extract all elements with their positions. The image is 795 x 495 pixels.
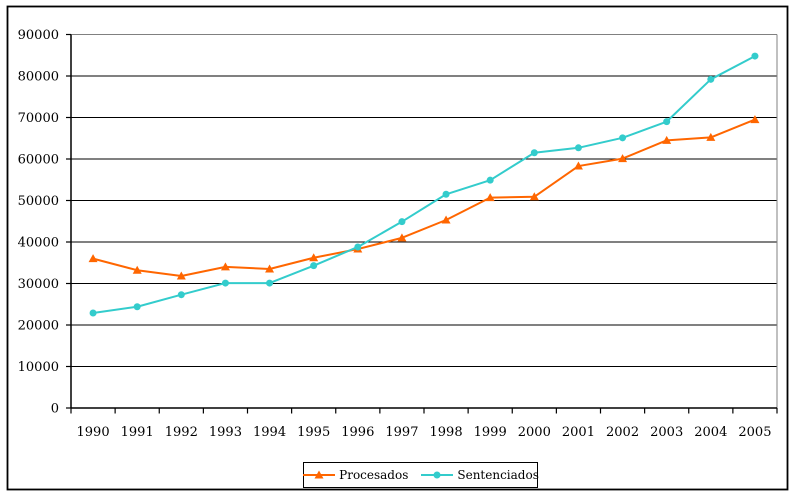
data-point-marker [177,291,185,299]
data-point-marker [220,262,230,271]
legend-item-sentenciados: Sentenciados [420,468,539,482]
sentenciados-line-marker-icon [421,471,454,479]
data-point-marker [485,193,495,202]
data-point-marker [529,192,539,201]
x-tick-label: 1995 [297,425,330,440]
x-tick-label: 2003 [650,425,683,440]
procesados-line-marker-icon [303,470,336,479]
data-point-marker [266,279,274,287]
x-tick-label: 1997 [385,425,418,440]
data-point-marker [221,279,229,287]
legend-label-procesados: Procesados [339,468,409,482]
x-tick-label: 1993 [209,425,242,440]
x-tick-label: 1992 [165,425,198,440]
x-tick-label: 1991 [121,425,154,440]
y-tick-label: 10000 [18,360,59,375]
x-tick-label: 2004 [694,425,727,440]
x-tick-label: 1990 [77,425,110,440]
data-point-marker [574,144,582,152]
legend: Procesados Sentenciados [302,462,539,488]
x-tick-label: 2000 [518,425,551,440]
x-tick-label: 2002 [606,425,639,440]
data-point-marker [397,233,407,242]
y-tick-label: 30000 [18,277,59,292]
data-point-marker [310,262,318,270]
figure-border [6,5,789,491]
data-point-marker [706,132,716,141]
data-point-marker [309,253,319,262]
data-point-marker [750,115,760,124]
y-tick-label: 90000 [18,28,59,43]
y-tick-label: 40000 [18,236,59,251]
data-point-marker [707,75,715,83]
legend-label-sentenciados: Sentenciados [457,468,539,482]
y-tick-label: 20000 [18,319,59,334]
y-tick-label: 0 [51,402,59,417]
data-point-marker [486,176,494,184]
data-point-marker [573,161,583,170]
data-point-marker [176,271,186,280]
x-tick-label: 1999 [474,425,507,440]
y-tick-label: 50000 [18,194,59,209]
y-tick-label: 80000 [18,70,59,85]
y-tick-label: 70000 [18,111,59,126]
series-line-procesados [92,118,756,278]
data-point-marker [530,149,538,157]
data-point-marker [663,118,671,126]
data-point-marker [662,135,672,144]
x-tick-label: 1996 [341,425,374,440]
data-point-marker [398,218,406,226]
data-point-marker [442,190,450,198]
data-point-marker [89,309,97,317]
data-point-marker [751,52,759,60]
data-point-marker [619,134,627,142]
data-point-marker [132,265,142,274]
data-point-marker [618,154,628,163]
data-point-marker [265,264,275,273]
x-tick-label: 1994 [253,425,286,440]
x-tick-label: 2005 [738,425,771,440]
x-tick-label: 1998 [430,425,463,440]
series-line-sentenciados [92,55,756,314]
data-point-marker [441,215,451,224]
data-point-marker [133,303,141,311]
data-point-marker [88,254,98,263]
data-point-marker [354,243,362,251]
legend-item-procesados: Procesados [302,468,408,482]
y-tick-label: 60000 [18,153,59,168]
x-tick-label: 2001 [562,425,595,440]
